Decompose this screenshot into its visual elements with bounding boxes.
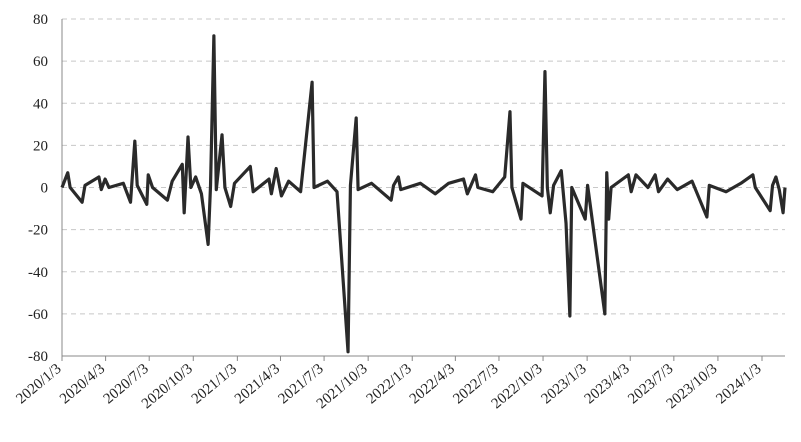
x-tick-label: 2021/4/3 <box>232 361 283 408</box>
y-tick-label: 40 <box>33 96 48 112</box>
y-tick-label: -20 <box>28 223 48 239</box>
x-tick-label: 2021/1/3 <box>189 361 240 408</box>
x-tick-label: 2023/1/3 <box>539 361 590 408</box>
y-tick-label: 60 <box>33 54 48 70</box>
x-tick-label: 2024/1/3 <box>713 361 764 408</box>
y-tick-label: -80 <box>28 349 48 365</box>
y-tick-label: 20 <box>33 138 48 154</box>
x-tick-label: 2022/4/3 <box>407 361 458 408</box>
y-tick-label: -60 <box>28 307 48 323</box>
x-tick-label: 2020/1/3 <box>13 361 64 408</box>
x-tick-label: 2020/4/3 <box>57 361 108 408</box>
y-tick-label: 0 <box>41 181 49 197</box>
data-line <box>60 34 787 354</box>
x-tick-label: 2023/4/3 <box>582 361 633 408</box>
x-tick-label: 2022/1/3 <box>364 361 415 408</box>
y-tick-label: 80 <box>33 12 48 28</box>
y-tick-label: -40 <box>28 265 48 281</box>
